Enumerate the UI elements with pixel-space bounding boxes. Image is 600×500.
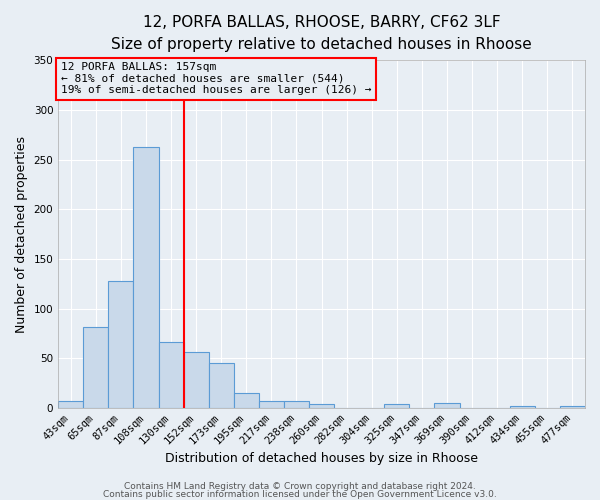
Bar bbox=[158, 342, 184, 408]
Y-axis label: Number of detached properties: Number of detached properties bbox=[15, 136, 28, 332]
X-axis label: Distribution of detached houses by size in Rhoose: Distribution of detached houses by size … bbox=[165, 452, 478, 465]
Bar bbox=[209, 364, 234, 408]
Text: Contains HM Land Registry data © Crown copyright and database right 2024.: Contains HM Land Registry data © Crown c… bbox=[124, 482, 476, 491]
Title: 12, PORFA BALLAS, RHOOSE, BARRY, CF62 3LF
Size of property relative to detached : 12, PORFA BALLAS, RHOOSE, BARRY, CF62 3L… bbox=[111, 15, 532, 52]
Bar bbox=[510, 406, 535, 408]
Bar bbox=[109, 281, 133, 408]
Bar bbox=[434, 403, 460, 408]
Bar bbox=[133, 146, 158, 408]
Bar bbox=[58, 401, 83, 408]
Bar bbox=[309, 404, 334, 408]
Bar bbox=[560, 406, 585, 408]
Bar bbox=[83, 326, 109, 408]
Text: Contains public sector information licensed under the Open Government Licence v3: Contains public sector information licen… bbox=[103, 490, 497, 499]
Text: 12 PORFA BALLAS: 157sqm
← 81% of detached houses are smaller (544)
19% of semi-d: 12 PORFA BALLAS: 157sqm ← 81% of detache… bbox=[61, 62, 371, 95]
Bar bbox=[184, 352, 209, 408]
Bar bbox=[385, 404, 409, 408]
Bar bbox=[259, 401, 284, 408]
Bar bbox=[234, 393, 259, 408]
Bar bbox=[284, 401, 309, 408]
